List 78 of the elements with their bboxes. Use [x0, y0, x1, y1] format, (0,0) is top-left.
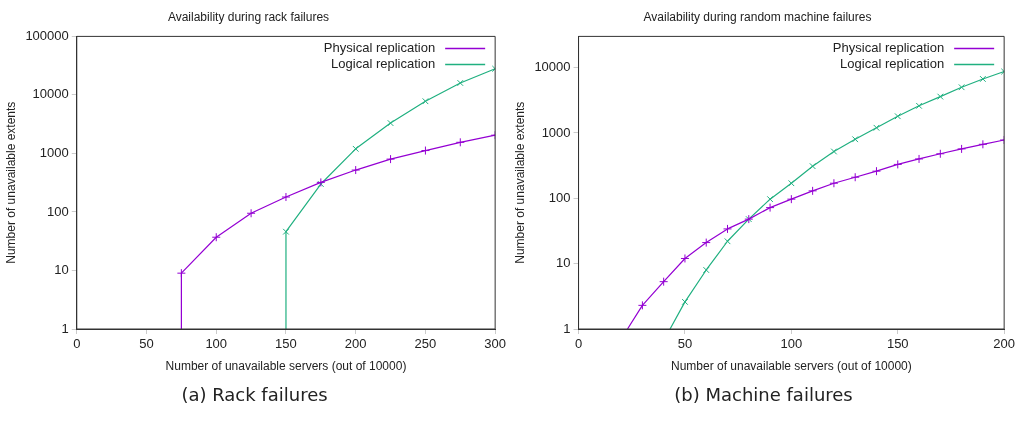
point — [935, 149, 945, 159]
y-tick-label: 1000 — [39, 145, 69, 161]
point — [386, 154, 396, 164]
x-axis-title: Number of unavailable servers (out of 10000) — [670, 359, 912, 374]
y-tick-label: 100000 — [25, 27, 69, 43]
point — [851, 135, 859, 143]
legend-label: Logical replication — [840, 55, 945, 71]
y-tick-label: 10 — [556, 255, 571, 271]
point — [766, 195, 774, 203]
y-tick-label: 100 — [548, 189, 571, 205]
point — [830, 148, 838, 155]
x-tick-label: 50 — [139, 336, 154, 352]
point — [808, 186, 818, 196]
point — [246, 208, 256, 218]
point — [936, 93, 944, 100]
point — [352, 145, 360, 153]
point — [176, 268, 186, 278]
y-tick-label: 10000 — [32, 86, 69, 102]
y-tick-label: 1000 — [541, 124, 571, 140]
text: (b) Machine failures — [673, 384, 854, 405]
x-tick-label: 150 — [886, 336, 909, 352]
point — [701, 238, 711, 248]
point — [873, 124, 880, 132]
point — [957, 144, 967, 154]
point — [871, 166, 881, 176]
y-tick-label: 1 — [61, 320, 69, 336]
text: (a) Rack failures — [180, 384, 329, 405]
chart-title: Availability during rack failures — [167, 9, 330, 24]
y-tick-label: 1 — [563, 320, 571, 336]
point — [786, 194, 796, 204]
point — [724, 237, 731, 245]
point — [809, 162, 816, 170]
point — [456, 79, 464, 87]
x-tick-label: 100 — [205, 336, 228, 352]
point — [281, 192, 291, 202]
legend-label: Physical replication — [323, 39, 436, 55]
point — [958, 83, 965, 91]
point — [788, 179, 795, 187]
x-tick-label: 200 — [344, 336, 367, 352]
point — [420, 146, 430, 156]
point — [637, 300, 647, 310]
point — [282, 228, 290, 236]
point — [659, 277, 669, 287]
chart-title: Availability during random machine failures — [643, 9, 872, 24]
point — [979, 75, 987, 83]
point — [680, 253, 690, 263]
x-tick-label: 250 — [414, 336, 437, 352]
x-tick-label: 0 — [574, 336, 583, 352]
x-axis-title: Number of unavailable servers (out of 10000) — [165, 359, 407, 374]
x-tick-label: 300 — [484, 336, 507, 352]
point — [914, 154, 924, 164]
point — [893, 159, 903, 169]
point — [702, 266, 710, 274]
point — [455, 137, 465, 147]
x-tick-label: 150 — [275, 336, 297, 352]
point — [850, 172, 860, 182]
y-axis-title: Number of unavailable extents — [512, 101, 527, 264]
y-axis-title: Number of unavailable extents — [3, 101, 18, 264]
x-tick-label: 0 — [73, 336, 81, 352]
legend-label: Physical replication — [832, 39, 945, 55]
point — [681, 298, 689, 306]
point — [978, 139, 988, 149]
point — [211, 232, 221, 242]
point — [829, 178, 839, 188]
point — [723, 224, 733, 234]
point — [915, 102, 923, 110]
y-tick-label: 10 — [54, 262, 69, 278]
y-tick-label: 10000 — [534, 59, 571, 75]
x-tick-label: 50 — [677, 336, 693, 352]
point — [387, 119, 394, 127]
x-tick-label: 100 — [780, 336, 803, 352]
point — [894, 112, 902, 120]
y-tick-label: 100 — [47, 203, 69, 219]
point — [351, 165, 361, 175]
point — [765, 203, 775, 213]
legend-label: Logical replication — [331, 55, 436, 71]
x-tick-label: 200 — [993, 336, 1016, 352]
point — [422, 97, 429, 105]
